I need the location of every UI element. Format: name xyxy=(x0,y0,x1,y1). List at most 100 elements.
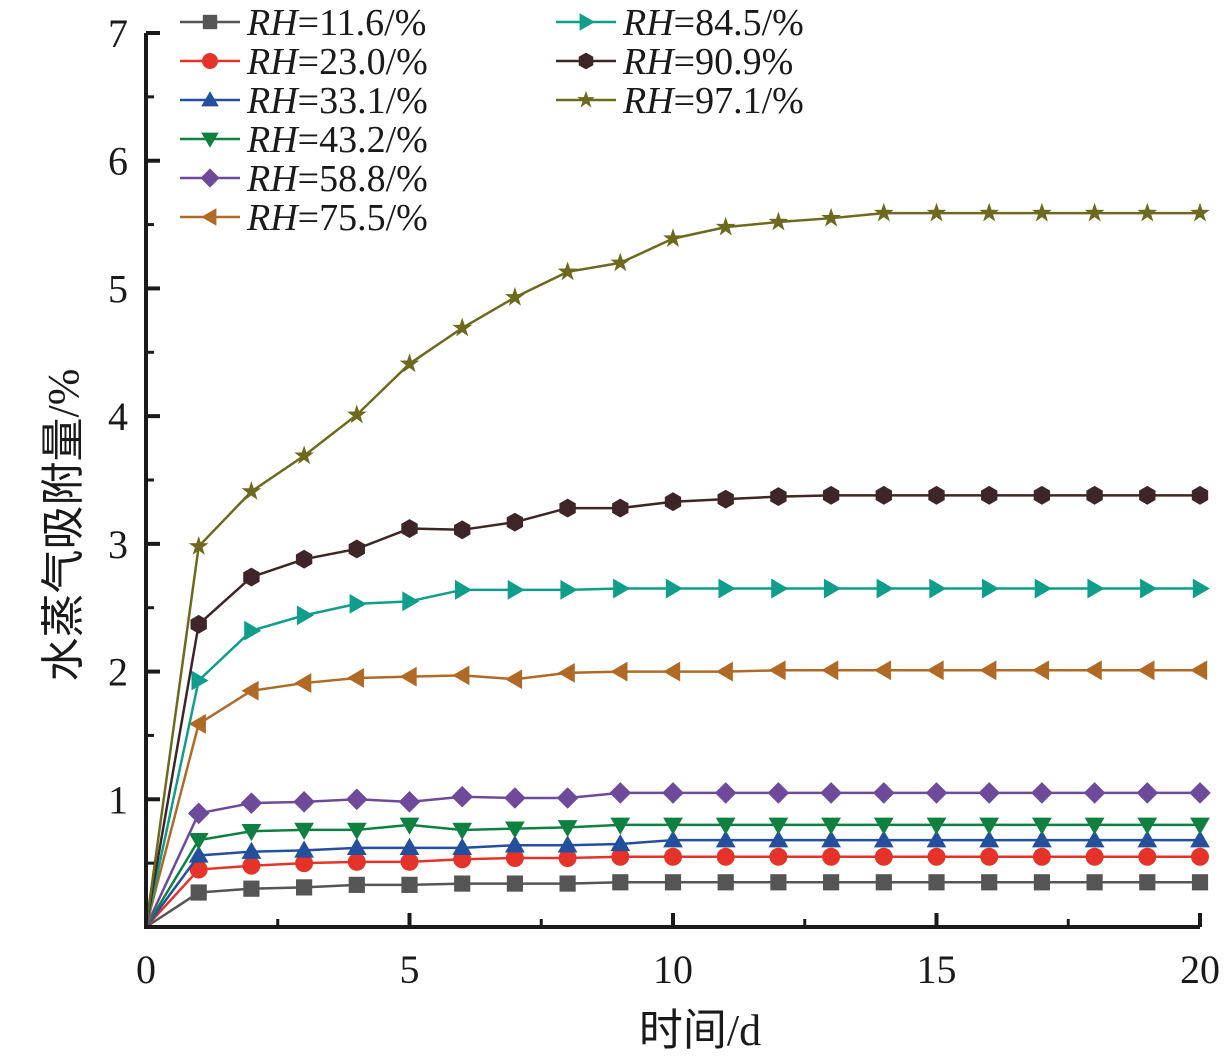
series-8 xyxy=(144,485,1209,928)
data-point xyxy=(821,830,841,848)
data-point xyxy=(557,261,578,281)
legend-label: RH=43.2/% xyxy=(246,119,428,161)
data-point xyxy=(1084,660,1102,681)
data-point xyxy=(455,579,473,600)
legend-label-suffix: =75.5/% xyxy=(298,197,428,239)
data-point xyxy=(189,860,208,879)
data-point xyxy=(1083,782,1106,804)
legend-label: RH=11.6/% xyxy=(246,2,426,44)
data-point xyxy=(716,847,735,866)
data-point xyxy=(770,487,787,507)
data-point xyxy=(557,835,578,853)
data-point xyxy=(715,661,733,682)
data-point xyxy=(926,202,947,222)
data-point xyxy=(452,317,473,337)
data-point xyxy=(665,578,683,599)
data-point xyxy=(980,847,999,866)
data-point xyxy=(768,817,789,835)
data-point xyxy=(981,485,998,505)
data-point xyxy=(294,673,312,693)
data-point xyxy=(715,216,736,236)
data-point xyxy=(1032,660,1050,681)
axes: 1 2 3 4 5 6 7 0 5 10 15 20 xyxy=(108,11,1220,992)
legend-label-suffix: =90.9% xyxy=(674,41,794,83)
legend-item: RH=11.6/% xyxy=(180,2,426,44)
data-point xyxy=(1084,817,1105,835)
legend-item: RH=84.5/% xyxy=(556,2,804,44)
data-point xyxy=(768,830,789,848)
data-point xyxy=(1032,847,1051,866)
data-point xyxy=(1137,817,1158,835)
data-point xyxy=(1191,485,1209,505)
data-point xyxy=(873,660,891,681)
data-point xyxy=(556,787,579,809)
ticks: 1 2 3 4 5 6 7 0 5 10 15 20 xyxy=(108,11,1220,992)
data-point xyxy=(925,782,948,804)
data-point xyxy=(1190,202,1210,222)
legend-label-prefix: RH xyxy=(246,158,300,200)
data-point xyxy=(1138,847,1157,866)
legend-label: RH=97.1/% xyxy=(622,80,804,122)
data-point xyxy=(190,884,207,901)
data-point xyxy=(1137,660,1155,681)
data-point xyxy=(241,481,262,500)
data-point xyxy=(873,817,894,835)
y-tick-label: 7 xyxy=(108,11,128,56)
data-point xyxy=(1191,874,1209,891)
data-point xyxy=(981,874,998,891)
series-5 xyxy=(144,782,1211,928)
series-9 xyxy=(144,202,1210,928)
data-point xyxy=(243,880,260,897)
data-point xyxy=(347,852,366,871)
legend-marker-icon xyxy=(201,91,219,107)
data-point xyxy=(664,847,682,866)
data-point xyxy=(241,841,262,859)
data-point xyxy=(610,252,631,272)
data-point xyxy=(715,830,736,848)
data-point xyxy=(1084,830,1105,848)
legend-label: RH=23.0/% xyxy=(246,41,428,83)
legend-label: RH=75.5/% xyxy=(246,197,428,239)
legend-marker-icon xyxy=(577,90,595,108)
data-point xyxy=(928,485,945,505)
data-point xyxy=(663,661,681,682)
data-point xyxy=(1190,830,1210,848)
legend-label: RH=58.8/% xyxy=(246,158,428,200)
data-point xyxy=(768,660,786,681)
legend-marker-icon xyxy=(200,168,220,188)
data-point xyxy=(1140,578,1158,599)
data-point xyxy=(822,847,841,866)
data-point xyxy=(190,614,207,634)
x-tick-label: 10 xyxy=(653,947,693,992)
legend: RH=11.6/%RH=23.0/%RH=33.1/%RH=43.2/%RH=5… xyxy=(180,2,804,239)
data-point xyxy=(820,782,842,804)
data-point xyxy=(452,665,470,686)
data-point xyxy=(876,578,894,599)
legend-label: RH=90.9% xyxy=(622,41,793,83)
y-tick-label: 1 xyxy=(108,777,128,822)
data-point xyxy=(717,874,734,891)
data-point xyxy=(1033,874,1050,891)
legend-label-suffix: =97.1/% xyxy=(674,80,804,122)
data-point xyxy=(506,512,524,532)
data-point xyxy=(241,824,262,842)
data-point xyxy=(874,847,893,866)
data-point xyxy=(559,498,576,518)
data-point xyxy=(187,802,210,825)
data-point xyxy=(188,536,209,555)
data-point xyxy=(1137,830,1158,848)
data-point xyxy=(505,669,523,690)
legend-label-suffix: =33.1/% xyxy=(298,80,428,122)
data-point xyxy=(558,849,577,868)
data-point xyxy=(664,874,682,891)
data-point xyxy=(979,830,1000,848)
data-point xyxy=(929,578,947,599)
data-point xyxy=(610,661,628,682)
legend-label-prefix: RH xyxy=(246,119,300,161)
data-point xyxy=(452,837,473,856)
legend-marker-icon xyxy=(202,14,218,30)
series-3 xyxy=(144,830,1210,928)
data-point xyxy=(506,875,523,892)
legend-item: RH=23.0/% xyxy=(180,41,428,83)
data-point xyxy=(399,353,420,373)
